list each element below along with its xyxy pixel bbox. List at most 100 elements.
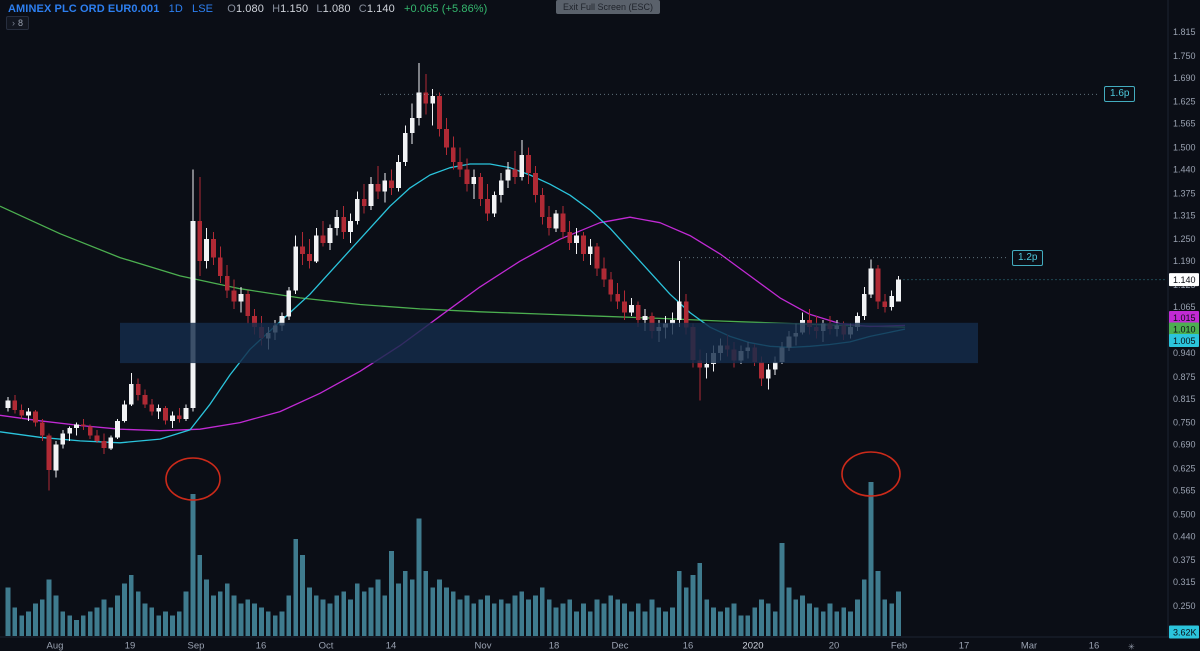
candle [464,158,470,192]
open-value: 1.080 [235,3,264,15]
exit-fullscreen-tooltip: Exit Full Screen (ESC) [556,0,661,14]
price-axis[interactable]: 1.815 1.750 1.690 1.625 1.565 1.500 1.440 1.375… [1169,27,1199,639]
candle [12,395,18,414]
candle [498,173,504,203]
candle [861,286,867,320]
highlight-ellipse[interactable] [165,457,221,501]
candle [389,169,394,196]
candle [149,398,155,416]
candle [101,433,107,454]
time-axis[interactable]: Aug 19 Sep 16 Oct 14 Nov 18 Dec 16 2020 20 Feb 17 Mar 1… [47,641,1100,651]
price-line-label[interactable]: 1.2p [1012,249,1044,266]
time-axis-label: Sep [188,641,205,651]
price-axis-label: 1.690 [1173,73,1196,83]
candle [238,286,244,313]
candle [320,220,326,247]
candle [587,239,593,265]
candle [629,297,634,317]
candle [53,440,59,478]
candle [108,435,114,451]
candle [546,206,552,236]
volume-layer [5,482,901,636]
candle [60,429,66,449]
candle [74,422,79,436]
candle [348,213,353,243]
price-axis-label: 0.500 [1173,509,1196,519]
candle [868,259,874,298]
theme-sparkle-icon[interactable]: ✳ [1128,643,1135,651]
candles-layer[interactable] [5,63,901,491]
interval-label[interactable]: 1D [168,3,183,15]
time-axis-label: 17 [959,641,970,651]
price-axis-label: 0.250 [1173,601,1196,611]
price-axis-label: 0.690 [1173,440,1196,450]
price-axis-label: 0.940 [1173,348,1196,358]
candle [327,224,333,251]
candle [430,88,436,126]
candle [142,389,148,408]
candle [19,404,25,419]
price-axis-label: 0.440 [1173,531,1196,541]
candle [334,209,340,236]
candle [526,147,531,185]
candle [615,283,621,309]
candle [245,290,251,324]
candle [423,74,429,115]
price-axis-label: 1.065 [1173,302,1196,312]
chevron-right-icon: › [12,18,15,28]
candle [512,151,518,185]
candle [197,176,203,276]
price-axis-label: 1.750 [1173,51,1196,61]
candle [183,404,189,421]
time-axis-label: 18 [549,641,560,651]
candle [341,206,347,240]
candle [163,406,168,425]
candle [307,239,312,269]
candle [217,246,223,284]
price-axis-label: 1.440 [1173,165,1196,175]
price-axis-label: 0.375 [1173,555,1196,565]
price-line-label[interactable]: 1.6p [1104,86,1136,103]
time-axis-label: 20 [829,641,840,651]
ma-price-chip-text: 1.005 [1173,336,1196,346]
ma-magenta[interactable] [0,216,906,432]
time-axis-label: Feb [891,641,907,651]
symbol-header: AMINEX PLC ORD EUR0.001 1D LSE O1.080 H1… [8,3,487,15]
candle [190,169,196,412]
price-axis-label: 1.190 [1173,256,1196,266]
ma-price-chip-text: 1.015 [1173,313,1196,323]
time-axis-label: Oct [319,641,334,651]
moving-averages-layer [0,163,906,444]
candle [601,257,607,287]
object-tree-count: 8 [18,18,24,28]
ma-price-chip [1169,334,1199,347]
volume-value-chip [1169,625,1199,639]
ma-cyan[interactable] [0,163,906,444]
candle [156,404,162,419]
candle [409,103,415,144]
time-axis-label: Nov [475,641,492,651]
time-axis-label: 16 [1089,641,1100,651]
candle [293,235,299,295]
candle [39,418,45,441]
candle [889,290,895,311]
time-axis-label: 16 [256,641,267,651]
candle [5,396,11,412]
ma-green[interactable] [0,205,906,328]
candle [354,191,360,225]
time-axis-label: 14 [386,641,397,651]
price-axis-label: 0.625 [1173,464,1196,474]
symbol-title[interactable]: AMINEX PLC ORD EUR0.001 [8,3,160,15]
candle [94,429,100,443]
object-tree-toggle[interactable]: › 8 [6,16,30,30]
candle [676,261,682,328]
highlight-ellipse[interactable] [841,451,901,497]
price-axis-label: 1.375 [1173,188,1196,198]
price-axis-label: 0.315 [1173,577,1196,587]
candle [622,290,627,320]
support-zone-rectangle[interactable] [120,322,978,364]
time-axis-label: Mar [1021,641,1037,651]
candle [505,162,511,188]
price-axis-label: 1.625 [1173,97,1196,107]
